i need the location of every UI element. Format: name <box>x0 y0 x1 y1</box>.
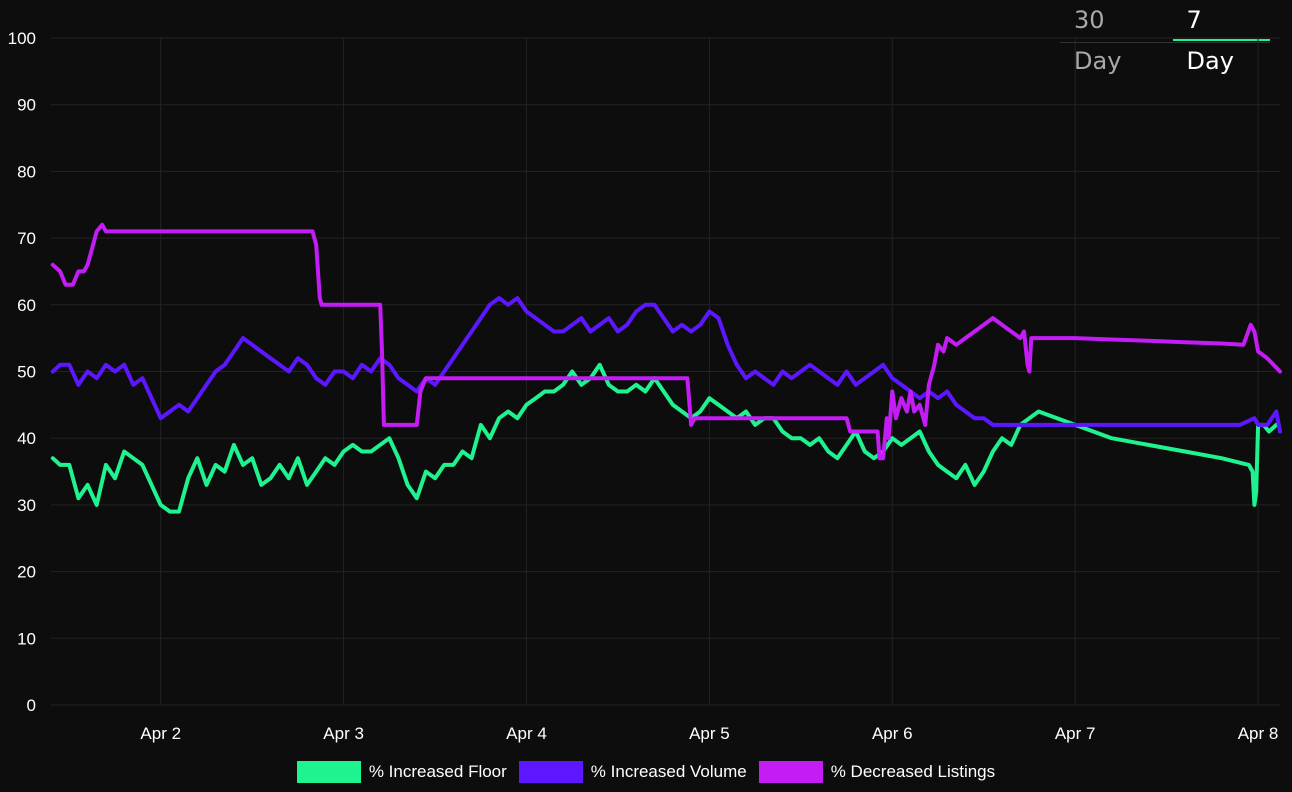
x-axis-ticks: Apr 2 Apr 3 Apr 4 Apr 5 Apr 6 Apr 7 Apr 8 <box>140 724 1278 743</box>
y-tick-label: 80 <box>17 162 36 181</box>
y-tick-label: 30 <box>17 496 36 515</box>
x-tick-label: Apr 2 <box>140 724 181 743</box>
y-tick-label: 70 <box>17 229 36 248</box>
legend-label: % Decreased Listings <box>830 762 996 781</box>
x-tick-label: Apr 8 <box>1238 724 1279 743</box>
y-axis-ticks: 0 10 20 30 40 50 60 70 80 90 100 <box>8 29 36 715</box>
legend-item[interactable]: % Increased Volume <box>518 761 747 783</box>
legend-item[interactable]: % Decreased Listings <box>758 761 996 783</box>
x-tick-label: Apr 3 <box>323 724 364 743</box>
x-tick-label: Apr 6 <box>872 724 913 743</box>
y-tick-label: 0 <box>27 696 36 715</box>
legend-label: % Increased Volume <box>590 762 747 781</box>
legend-swatch <box>296 761 361 783</box>
y-tick-label: 90 <box>17 96 36 115</box>
tab-30-day[interactable]: 30 Day <box>1074 6 1122 75</box>
chart-series <box>50 222 1282 514</box>
x-tick-label: Apr 7 <box>1055 724 1096 743</box>
y-tick-label: 40 <box>17 429 36 448</box>
x-tick-label: Apr 5 <box>689 724 730 743</box>
tab-7-day[interactable]: 7 Day <box>1172 0 1270 75</box>
y-tick-label: 20 <box>17 563 36 582</box>
y-tick-label: 60 <box>17 296 36 315</box>
legend-swatch <box>518 761 583 783</box>
y-tick-label: 100 <box>8 29 36 48</box>
series-line-1 <box>50 296 1282 434</box>
x-tick-label: Apr 4 <box>506 724 547 743</box>
legend-swatch <box>758 761 823 783</box>
y-tick-label: 50 <box>17 363 36 382</box>
legend-label: % Increased Floor <box>368 762 507 781</box>
legend-item[interactable]: % Increased Floor <box>296 761 507 783</box>
chart-legend: % Increased Floor % Increased Volume % Dec… <box>0 761 1292 783</box>
range-tabs: 30 Day 7 Day <box>1060 0 1270 75</box>
y-tick-label: 10 <box>17 629 36 648</box>
chart-grid <box>51 37 1280 706</box>
series-line-0 <box>50 362 1279 514</box>
series-line-2 <box>50 222 1282 461</box>
